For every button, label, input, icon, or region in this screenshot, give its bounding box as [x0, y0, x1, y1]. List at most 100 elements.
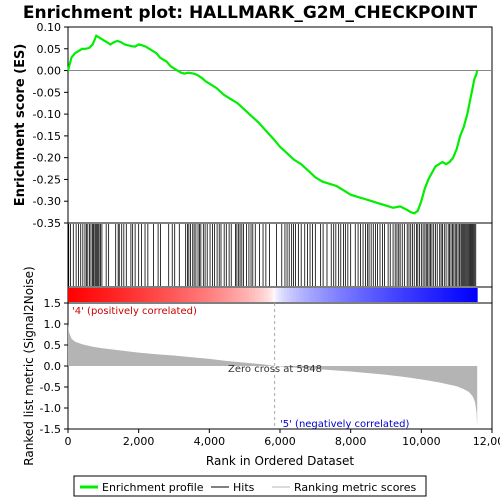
metric-y-tick-label: 0.5 [44, 339, 62, 352]
rank-band-strip [342, 288, 347, 302]
rank-band-strip [275, 288, 279, 302]
rank-band-strip [295, 288, 300, 302]
rank-band-strip [307, 288, 312, 302]
rank-band-strip [231, 288, 236, 302]
rank-band-strip [351, 288, 355, 302]
rank-band-strip [450, 288, 455, 302]
rank-band-strip [103, 288, 107, 302]
rank-band-strip [360, 288, 364, 302]
rank-band-strip [114, 288, 119, 302]
rank-band-strip [91, 288, 95, 302]
rank-band-strip [138, 288, 142, 302]
rank-band-strip [287, 288, 291, 302]
rank-band-strip [266, 288, 271, 302]
rank-band-strip [155, 288, 160, 302]
rank-band-strip [211, 288, 215, 302]
rank-band-strip [418, 288, 423, 302]
rank-band-strip [240, 288, 244, 302]
rank-band-strip [219, 288, 224, 302]
rank-band-strip [123, 288, 127, 302]
metric-y-tick-label: 1.5 [44, 297, 62, 310]
rank-band-strip [85, 288, 89, 302]
metric-y-tick-label: -1.0 [40, 402, 61, 415]
x-tick-label: 12,000 [473, 435, 500, 448]
metric-y-axis-label: Ranked list metric (Signal2Noise) [22, 266, 36, 465]
rank-band-strip [149, 288, 154, 302]
ranking-metric-area [68, 324, 478, 427]
rank-band-strip [313, 288, 317, 302]
rank-band-strip [208, 288, 212, 302]
rank-band-strip [412, 288, 417, 302]
rank-band-strip [214, 288, 218, 302]
rank-band-strip [278, 288, 282, 302]
rank-band-strip [126, 288, 130, 302]
rank-band-strip [117, 288, 122, 302]
es-y-tick-label: -0.15 [33, 130, 61, 143]
es-panel-frame [67, 26, 493, 224]
enrichment-profile-line [66, 34, 479, 215]
rank-band-strip [333, 288, 338, 302]
rank-band-strip [158, 288, 163, 302]
rank-band-strip [389, 288, 393, 302]
rank-band-strip [447, 288, 452, 302]
legend-frame [73, 475, 427, 497]
rank-band-strip [269, 288, 274, 302]
metric-area-group [68, 303, 478, 429]
es-y-ticks: 0.10 0.05 0.00 -0.05 -0.10 -0.15 -0.20 -0.25 -0.… [33, 21, 68, 230]
rank-band-strip [100, 288, 104, 302]
x-tick-label: 4,000 [194, 435, 226, 448]
x-tick-label: 2,000 [123, 435, 155, 448]
rank-band-strip [88, 288, 92, 302]
negative-correlation-label: '5' (negatively correlated) [280, 419, 409, 430]
rank-band-strip [445, 288, 449, 302]
legend-hits-label: Hits [233, 481, 255, 494]
rank-band-strip [366, 288, 370, 302]
rank-band-strip [272, 288, 277, 302]
rank-band-strip [415, 288, 420, 302]
rank-band-strip [407, 288, 411, 302]
rank-band-strip [453, 288, 458, 302]
rank-band-strip [442, 288, 446, 302]
rank-band-strip [228, 288, 233, 302]
rank-band-strip [424, 288, 428, 302]
rank-band-strip [468, 288, 472, 302]
rank-band-strip [430, 288, 434, 302]
hits-group [68, 224, 477, 286]
rank-band-strip [73, 288, 78, 302]
es-y-tick-label: -0.35 [33, 217, 61, 230]
rank-band-strip [439, 288, 443, 302]
es-y-tick-label: -0.30 [33, 195, 61, 208]
rank-band-strip [217, 288, 221, 302]
rank-band-strip [436, 288, 440, 302]
rank-band-strip [456, 288, 461, 302]
rank-band-strip [348, 288, 352, 302]
rank-band-strip [284, 288, 288, 302]
x-tick-label: 8,000 [335, 435, 367, 448]
rank-band-strip [398, 288, 402, 302]
es-y-tick-label: 0.00 [37, 65, 62, 78]
metric-y-tick-label: 1.0 [44, 318, 62, 331]
rank-band-strip [263, 288, 268, 302]
rank-band-strip [357, 288, 361, 302]
x-tick-label: 10,000 [402, 435, 441, 448]
rank-band-strip [184, 288, 189, 302]
es-curve-group [66, 34, 479, 215]
metric-y-tick-label: -0.5 [40, 381, 61, 394]
rank-band-strip [255, 288, 259, 302]
rank-band-strip [369, 288, 373, 302]
rank-band-strip [293, 288, 297, 302]
rank-band-strip [132, 288, 136, 302]
rank-band-strip [304, 288, 309, 302]
rank-band-strip [196, 288, 201, 302]
legend: Enrichment profile Hits Ranking metric s… [73, 475, 427, 497]
rank-band-strip [105, 288, 110, 302]
rank-band-strip [249, 288, 253, 302]
rank-band-strip [222, 288, 227, 302]
rank-band-strip [374, 288, 379, 302]
rank-band-strip [404, 288, 408, 302]
rank-band-strip [401, 288, 405, 302]
rank-band-strip [79, 288, 84, 302]
hits-panel-frame [67, 222, 493, 288]
rank-band-strip [298, 288, 303, 302]
